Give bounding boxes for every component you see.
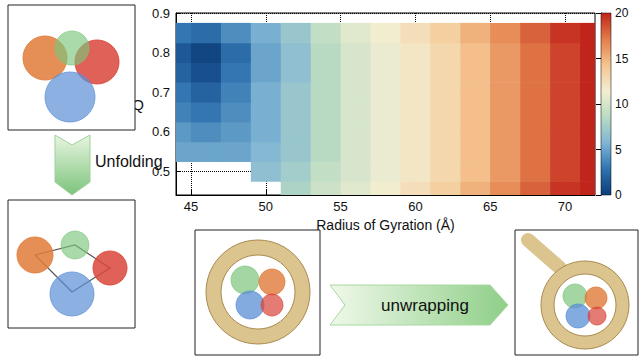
- svg-text:0.5: 0.5: [151, 163, 170, 179]
- svg-text:0.7: 0.7: [152, 85, 170, 100]
- svg-text:Radius of Gyration (Å): Radius of Gyration (Å): [316, 217, 455, 233]
- svg-text:0: 0: [615, 188, 622, 202]
- svg-text:50: 50: [259, 199, 273, 214]
- svg-text:20: 20: [615, 6, 629, 20]
- svg-text:55: 55: [333, 199, 347, 214]
- svg-text:0.8: 0.8: [152, 45, 170, 60]
- svg-text:5: 5: [615, 143, 622, 157]
- svg-text:60: 60: [408, 199, 422, 214]
- svg-text:45: 45: [184, 199, 198, 214]
- svg-text:15: 15: [615, 52, 629, 66]
- svg-text:10: 10: [615, 97, 629, 111]
- svg-text:0.9: 0.9: [152, 6, 170, 21]
- svg-text:65: 65: [483, 199, 497, 214]
- svg-text:unwrapping: unwrapping: [381, 296, 469, 315]
- svg-text:Unfolding: Unfolding: [95, 153, 163, 170]
- svg-text:70: 70: [558, 199, 572, 214]
- svg-text:0.6: 0.6: [152, 124, 170, 139]
- svg-text:Q: Q: [132, 95, 144, 113]
